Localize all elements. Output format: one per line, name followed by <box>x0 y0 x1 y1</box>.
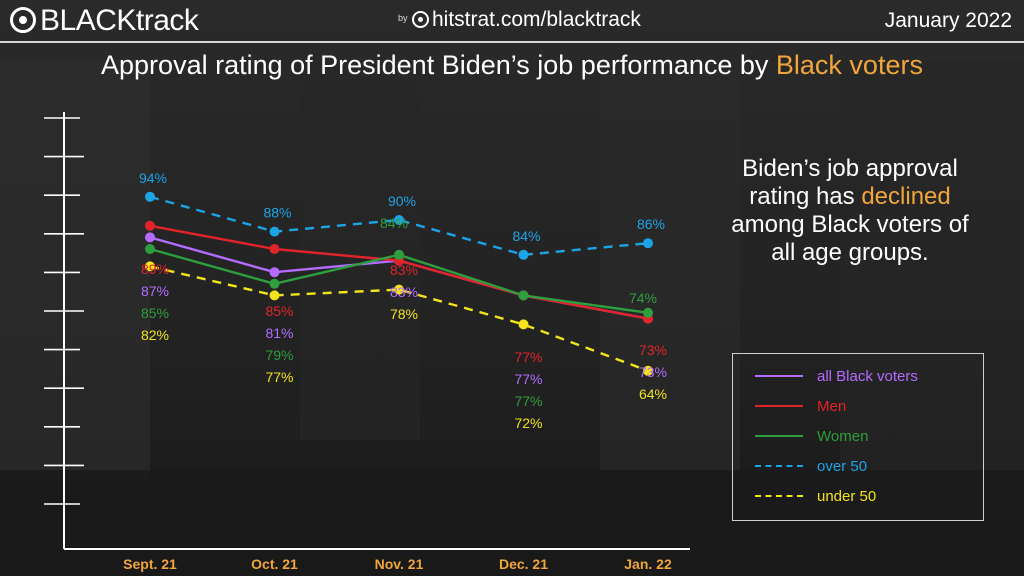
data-label-women: 74% <box>629 290 657 306</box>
callout-text-1: Biden’s job approval rating has <box>742 155 958 210</box>
data-point-over-50 <box>269 226 280 237</box>
legend-swatch <box>755 465 803 467</box>
data-label-men: 85% <box>265 303 293 319</box>
data-label-over-50: 84% <box>512 228 540 244</box>
data-point-over-50 <box>394 215 404 225</box>
site-url: hitstrat.com/blacktrack <box>412 8 641 32</box>
legend-label: under 50 <box>817 488 877 505</box>
data-point-men <box>269 244 280 254</box>
data-label-under-50: 82% <box>141 327 169 343</box>
site-url-text: hitstrat.com/blacktrack <box>432 8 641 31</box>
series-line-under-50 <box>149 265 649 372</box>
data-label-over-50: 86% <box>637 216 665 232</box>
legend-swatch <box>755 405 803 407</box>
data-label-men: 89% <box>141 261 169 277</box>
legend-swatch <box>755 375 803 377</box>
chart-title-highlight: Black voters <box>775 50 923 80</box>
legend-swatch <box>755 435 803 437</box>
data-point-men <box>145 220 155 231</box>
data-point-under-50 <box>269 290 280 301</box>
x-tick-label: Nov. 21 <box>375 556 424 572</box>
data-label-all-black-voters: 87% <box>141 283 169 299</box>
brand-name: BLACKtrack <box>40 4 199 37</box>
data-label-women: 77% <box>514 393 542 409</box>
data-label-women: 85% <box>141 305 169 321</box>
data-label-under-50: 72% <box>514 415 542 431</box>
data-label-all-black-voters: 77% <box>514 371 542 387</box>
chart-legend: all Black voters Men Women over 50 under 50 <box>732 353 984 521</box>
data-point-under-50 <box>394 284 404 295</box>
data-point-women <box>394 249 404 260</box>
x-tick-label: Oct. 21 <box>251 556 298 572</box>
data-point-over-50 <box>145 191 155 202</box>
data-point-under-50 <box>518 319 529 330</box>
data-label-men: 77% <box>514 349 542 365</box>
data-point-over-50 <box>643 238 653 249</box>
chart-title: Approval rating of President Biden’s job… <box>0 50 1024 81</box>
legend-label: Women <box>817 428 869 445</box>
legend-item-women: Women <box>755 426 975 446</box>
data-label-over-50: 94% <box>139 170 167 186</box>
data-label-over-50: 90% <box>388 193 416 209</box>
callout-note: Biden’s job approval rating has declined… <box>720 155 980 267</box>
x-tick-label: Jan. 22 <box>624 556 672 572</box>
legend-item-under-50: under 50 <box>755 486 975 506</box>
data-label-all-black-voters: 81% <box>265 325 293 341</box>
data-point-women <box>643 307 653 318</box>
data-point-women <box>269 278 280 289</box>
series-line-over-50 <box>149 195 649 257</box>
data-point-under-50 <box>145 261 155 272</box>
data-label-all-black-voters: 83% <box>390 284 418 300</box>
legend-label: over 50 <box>817 458 868 475</box>
legend-item-over-50: over 50 <box>755 456 975 476</box>
chart-title-main: Approval rating of President Biden’s job… <box>101 50 776 80</box>
legend-item-all-black-voters: all Black voters <box>755 366 975 386</box>
data-label-under-50: 78% <box>390 306 418 322</box>
data-label-women: 84% <box>380 215 408 231</box>
header-bar: BLACKtrack by hitstrat.com/blacktrack Ja… <box>0 0 1024 42</box>
callout-text-2: among Black voters of all age groups. <box>731 211 969 266</box>
brand-logo: BLACKtrack <box>10 4 199 38</box>
data-label-men: 73% <box>639 342 667 358</box>
target-logo-icon <box>10 7 36 33</box>
data-point-over-50 <box>518 249 529 260</box>
data-label-all-black-voters: 73% <box>639 364 667 380</box>
data-label-under-50: 77% <box>265 369 293 385</box>
data-point-under-50 <box>643 365 653 376</box>
by-label: by <box>398 13 408 23</box>
legend-swatch <box>755 495 803 497</box>
legend-label: Men <box>817 398 847 415</box>
data-label-women: 79% <box>265 347 293 363</box>
legend-item-men: Men <box>755 396 975 416</box>
header-divider <box>0 41 1024 43</box>
data-label-over-50: 88% <box>263 205 291 221</box>
legend-label: all Black voters <box>817 368 918 385</box>
report-date: January 2022 <box>884 9 1012 32</box>
data-label-under-50: 64% <box>639 386 667 402</box>
data-point-all-black-voters <box>269 267 280 278</box>
data-point-women <box>145 244 155 254</box>
data-point-women <box>518 290 529 301</box>
x-tick-label: Sept. 21 <box>123 556 177 572</box>
target-small-icon <box>412 11 429 28</box>
data-point-all-black-voters <box>145 232 155 243</box>
data-label-men: 83% <box>390 262 418 278</box>
x-tick-label: Dec. 21 <box>499 556 548 572</box>
callout-highlight: declined <box>861 183 951 210</box>
